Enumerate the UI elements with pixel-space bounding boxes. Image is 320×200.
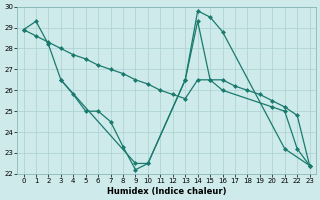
X-axis label: Humidex (Indice chaleur): Humidex (Indice chaleur) <box>107 187 226 196</box>
